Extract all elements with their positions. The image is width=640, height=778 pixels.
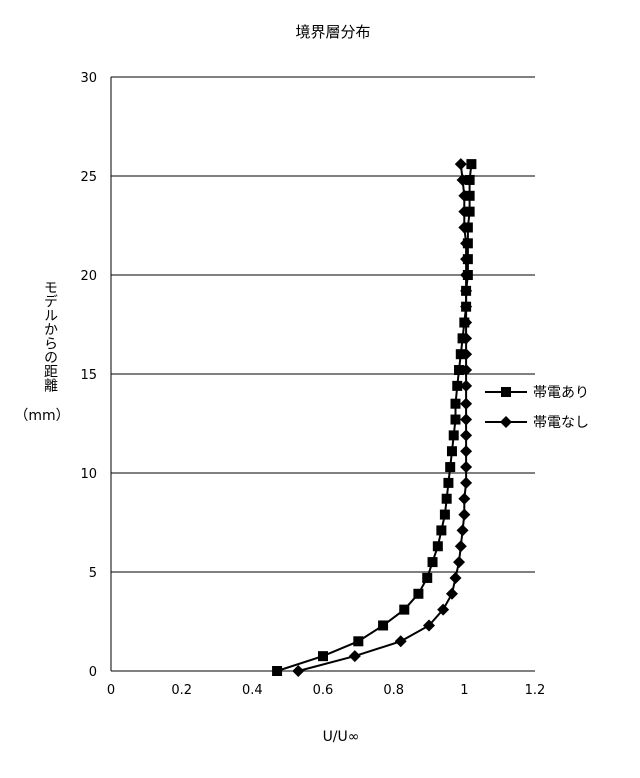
series-2 bbox=[292, 158, 472, 677]
y-tick-label: 20 bbox=[80, 269, 97, 284]
data-point bbox=[436, 525, 446, 535]
x-tick-label: 1.2 bbox=[525, 683, 546, 698]
data-point bbox=[458, 509, 470, 521]
data-point bbox=[378, 620, 388, 630]
data-point bbox=[443, 478, 453, 488]
data-point bbox=[457, 524, 469, 536]
x-tick-label: 1 bbox=[460, 683, 468, 698]
data-point bbox=[460, 445, 472, 457]
x-tick-label: 0.8 bbox=[383, 683, 404, 698]
legend-marker bbox=[500, 416, 512, 428]
data-point bbox=[446, 588, 458, 600]
series-line bbox=[277, 164, 471, 671]
data-point bbox=[349, 650, 361, 662]
data-point bbox=[458, 493, 470, 505]
data-point bbox=[445, 462, 455, 472]
legend: 帯電あり帯電なし bbox=[485, 385, 589, 431]
data-point bbox=[453, 556, 465, 568]
data-point bbox=[272, 666, 282, 676]
y-tick-label: 30 bbox=[80, 71, 97, 86]
data-point bbox=[460, 429, 472, 441]
data-point bbox=[399, 605, 409, 615]
data-point bbox=[395, 635, 407, 647]
series-1 bbox=[272, 159, 476, 676]
y-tick-label: 10 bbox=[80, 467, 97, 482]
data-point bbox=[460, 461, 472, 473]
y-axis-label: モデルからの距離 bbox=[42, 280, 58, 392]
y-tick-label: 25 bbox=[80, 170, 97, 185]
data-point bbox=[413, 589, 423, 599]
y-axis-unit: （mm） bbox=[14, 408, 69, 424]
data-point bbox=[455, 540, 467, 552]
data-point bbox=[449, 430, 459, 440]
data-point bbox=[460, 414, 472, 426]
data-point bbox=[292, 665, 304, 677]
data-point bbox=[460, 477, 472, 489]
x-tick-label: 0.2 bbox=[171, 683, 192, 698]
data-point bbox=[451, 399, 461, 409]
chart-title: 境界層分布 bbox=[295, 23, 370, 41]
data-point bbox=[440, 510, 450, 520]
data-point bbox=[422, 573, 432, 583]
data-point bbox=[433, 541, 443, 551]
series-layer bbox=[272, 158, 476, 677]
y-tick-label: 5 bbox=[89, 566, 97, 581]
data-point bbox=[447, 446, 457, 456]
data-point bbox=[428, 557, 438, 567]
data-point bbox=[353, 636, 363, 646]
x-axis-label: U/U∞ bbox=[323, 729, 360, 745]
grid-lines bbox=[111, 77, 535, 572]
x-tick-label: 0.6 bbox=[313, 683, 334, 698]
series-line bbox=[298, 164, 466, 671]
legend-label: 帯電なし bbox=[533, 415, 589, 431]
data-point bbox=[442, 494, 452, 504]
legend-marker bbox=[501, 387, 511, 397]
legend-label: 帯電あり bbox=[533, 385, 589, 401]
data-point bbox=[450, 572, 462, 584]
y-tick-label: 15 bbox=[80, 368, 97, 383]
y-tick-label: 0 bbox=[89, 665, 97, 680]
data-point bbox=[466, 159, 476, 169]
data-point bbox=[455, 158, 467, 170]
x-tick-label: 0.4 bbox=[242, 683, 263, 698]
data-point bbox=[460, 398, 472, 410]
x-tick-label: 0 bbox=[107, 683, 115, 698]
data-point bbox=[318, 651, 328, 661]
data-point bbox=[451, 415, 461, 425]
